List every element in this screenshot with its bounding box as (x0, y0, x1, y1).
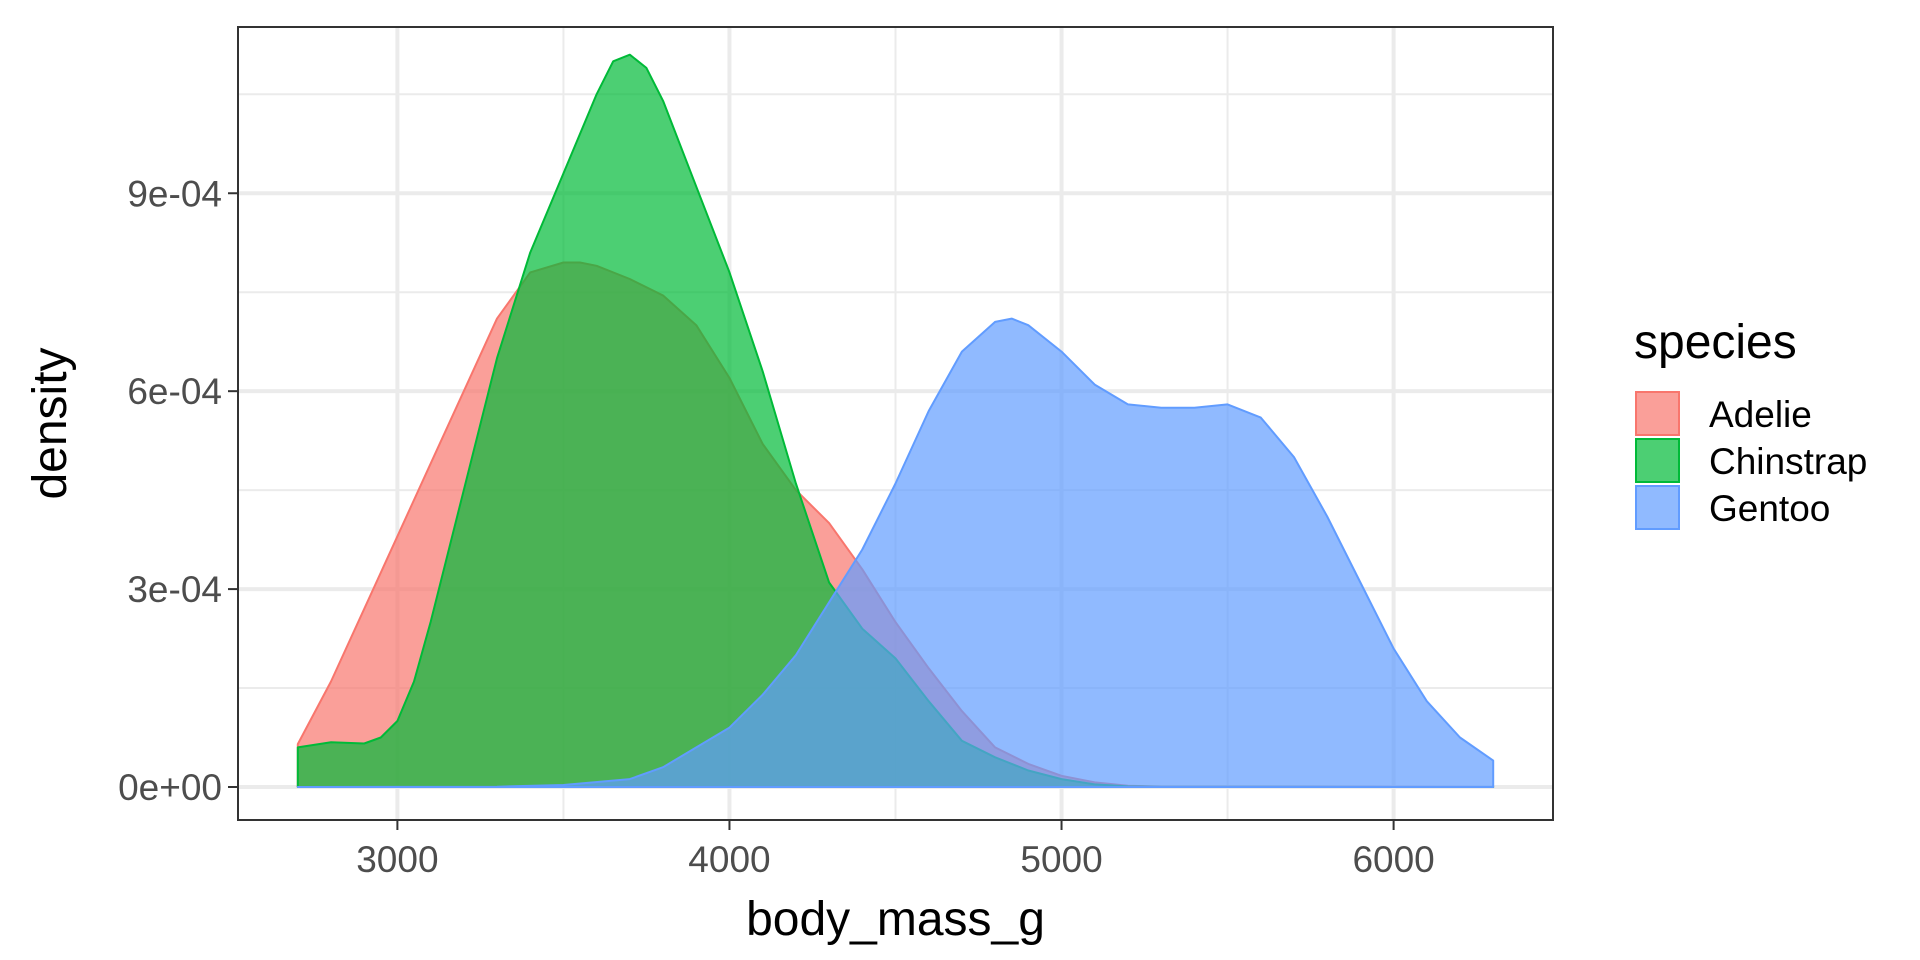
y-axis: 0e+00 3e-04 6e-04 9e-04 (118, 173, 238, 808)
y-tick-label: 9e-04 (127, 173, 222, 214)
y-tick-label: 6e-04 (127, 371, 222, 412)
x-tick-label: 3000 (356, 839, 438, 880)
y-tick-label: 3e-04 (127, 569, 222, 610)
legend-key-adelie (1635, 391, 1680, 436)
x-tick-label: 5000 (1020, 839, 1102, 880)
plot-panel-border (237, 26, 1554, 821)
x-axis-title: body_mass_g (746, 893, 1045, 946)
legend-label-gentoo: Gentoo (1709, 488, 1830, 529)
density-area-gentoo (296, 317, 1495, 788)
y-tick-label: 0e+00 (118, 767, 222, 808)
x-axis: 3000 4000 5000 6000 (356, 820, 1435, 880)
legend: species Adelie Chinstrap Gentoo (1634, 316, 1867, 530)
y-axis-title: density (24, 347, 77, 499)
legend-title: species (1634, 316, 1797, 369)
legend-key-gentoo (1635, 485, 1680, 530)
legend-label-adelie: Adelie (1709, 394, 1812, 435)
density-areas (296, 53, 1495, 788)
x-tick-label: 4000 (688, 839, 770, 880)
x-tick-label: 6000 (1352, 839, 1434, 880)
legend-label-chinstrap: Chinstrap (1709, 441, 1867, 482)
legend-key-chinstrap (1635, 438, 1680, 483)
